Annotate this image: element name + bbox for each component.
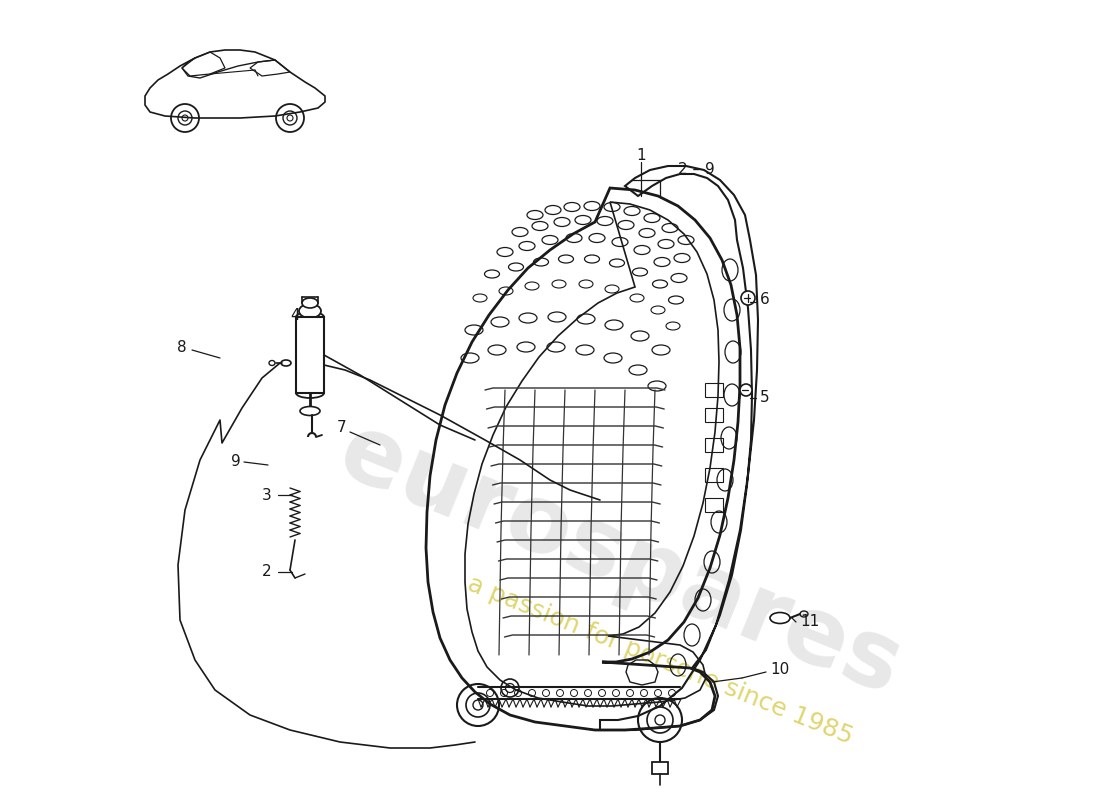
Ellipse shape	[296, 388, 324, 398]
Text: 10: 10	[770, 662, 790, 678]
Text: 11: 11	[800, 614, 820, 630]
Text: eurospares: eurospares	[326, 406, 914, 714]
Ellipse shape	[296, 312, 324, 322]
Text: 2 – 9: 2 – 9	[678, 162, 715, 178]
Ellipse shape	[770, 613, 790, 623]
Text: 6: 6	[760, 293, 770, 307]
Ellipse shape	[300, 406, 320, 415]
Bar	[296, 317, 324, 393]
Ellipse shape	[741, 291, 755, 305]
Bar	[705, 468, 723, 482]
Text: 4: 4	[290, 307, 300, 322]
Text: 1: 1	[636, 147, 646, 162]
Bar	[705, 438, 723, 452]
Text: 3: 3	[262, 487, 272, 502]
Ellipse shape	[299, 304, 321, 318]
Polygon shape	[652, 762, 668, 774]
Ellipse shape	[302, 298, 318, 308]
Bar	[705, 383, 723, 397]
Text: 2: 2	[262, 565, 272, 579]
Text: 9: 9	[231, 454, 241, 470]
Bar	[705, 498, 723, 512]
Text: a passion for porsche since 1985: a passion for porsche since 1985	[464, 571, 856, 749]
Ellipse shape	[280, 360, 292, 366]
Text: 5: 5	[760, 390, 770, 406]
Ellipse shape	[740, 384, 752, 396]
Text: 7: 7	[338, 421, 346, 435]
Text: 8: 8	[177, 341, 187, 355]
Bar	[705, 408, 723, 422]
